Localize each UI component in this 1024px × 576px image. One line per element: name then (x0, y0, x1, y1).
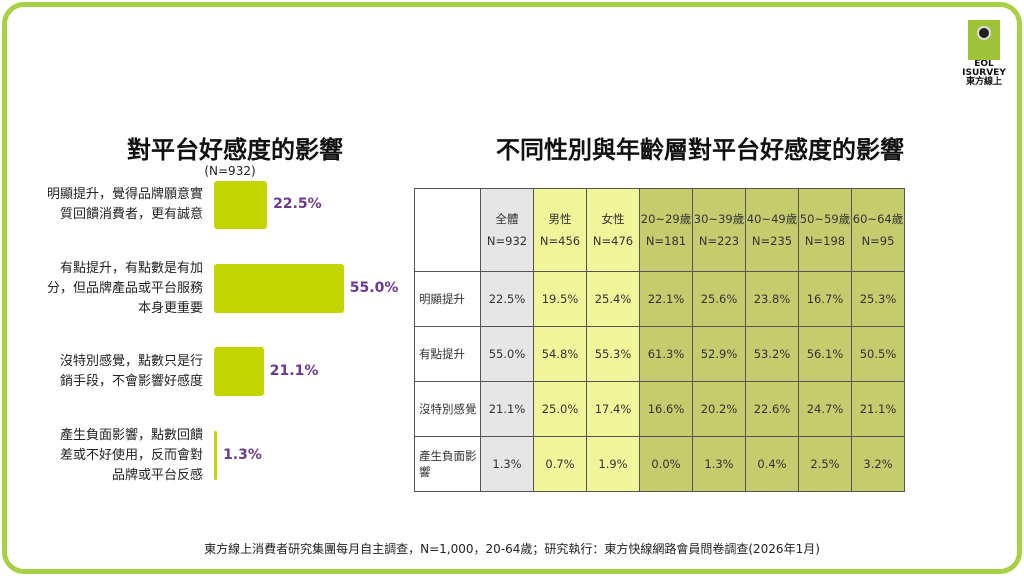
column-header: 50~59歲 N=198 (798, 188, 852, 272)
column-name: 女性 (601, 212, 625, 226)
column-n: N=95 (861, 234, 895, 248)
table-cell: 0.4% (745, 436, 799, 492)
table-cell: 2.5% (798, 436, 852, 492)
eol-isurvey-logo: EOL ISURVEY 東方線上 (955, 20, 1013, 87)
value-label: 22.5% (273, 196, 322, 212)
column-name: 60~64歲 (852, 212, 904, 226)
corner-cell (414, 188, 481, 272)
table-cell: 17.4% (586, 381, 640, 437)
table-cell: 20.2% (692, 381, 746, 437)
table-cell: 25.6% (692, 271, 746, 327)
column-header: 60~64歲 N=95 (851, 188, 905, 272)
row-label: 有點提升 (414, 326, 481, 382)
bar (214, 431, 218, 480)
table-cell: 1.9% (586, 436, 640, 492)
table-cell: 23.8% (745, 271, 799, 327)
logo-text: 東方線上 (965, 77, 1002, 87)
category-label: 有點提升，有點數是有加 分，但品牌產品或平台服務 本身更重要 (46, 260, 203, 316)
column-header: 40~49歲 N=235 (745, 188, 799, 272)
table-cell: 55.3% (586, 326, 640, 382)
column-header: 20~29歲 N=181 (639, 188, 693, 272)
column-header: 女性 N=476 (586, 188, 640, 272)
bar (214, 347, 264, 396)
table-title: 不同性別與年齡層對平台好感度的影響 (496, 136, 904, 164)
table-cell: 21.1% (851, 381, 905, 437)
table-cell: 0.0% (639, 436, 693, 492)
table-row: 產生負面影響 1.3% 0.7% 1.9% 0.0% 1.3% 0.4% 2.5% 3.2% (414, 436, 905, 492)
row-label: 沒特別感覺 (414, 381, 481, 437)
column-n: N=476 (592, 234, 634, 248)
table-cell: 25.3% (851, 271, 905, 327)
table-cell: 3.2% (851, 436, 905, 492)
table-cell: 61.3% (639, 326, 693, 382)
table-cell: 22.5% (480, 271, 534, 327)
column-name: 20~29歲 (640, 212, 692, 226)
table-cell: 22.6% (745, 381, 799, 437)
table-cell: 19.5% (533, 271, 587, 327)
footer-source: 東方線上消費者研究集團每月自主調查，N=1,000，20-64歲；研究執行：東方… (204, 542, 820, 556)
table-cell: 56.1% (798, 326, 852, 382)
table-cell: 53.2% (745, 326, 799, 382)
chart-title: 對平台好感度的影響 (127, 136, 343, 164)
table-row: 明顯提升 22.5% 19.5% 25.4% 22.1% 25.6% 23.8% 16.7% 2… (414, 271, 905, 327)
table-cell: 50.5% (851, 326, 905, 382)
logo-text: ISURVEY (962, 68, 1006, 78)
value-label: 1.3% (223, 446, 262, 463)
eye-logo-icon (968, 20, 1000, 60)
value-label: 21.1% (269, 362, 319, 379)
column-name: 男性 (548, 212, 572, 226)
table-cell: 21.1% (480, 381, 534, 437)
column-n: N=223 (698, 234, 740, 248)
table-row: 有點提升 55.0% 54.8% 55.3% 61.3% 52.9% 53.2% 56.1% 5… (414, 326, 905, 382)
table-cell: 16.6% (639, 381, 693, 437)
bar (214, 181, 268, 229)
column-name: 40~49歲 (746, 212, 798, 226)
table-cell: 55.0% (480, 326, 534, 382)
column-name: 30~39歲 (693, 212, 745, 226)
table-header-row: 全體 N=932 男性 N=456 女性 N=476 20~29歲 N=181 30~39歲 N=… (414, 188, 905, 272)
category-label: 沒特別感覺，點數只是行 銷手段，不會影響好感度 (59, 353, 203, 389)
row-label: 明顯提升 (414, 271, 481, 327)
column-n: N=198 (804, 234, 846, 248)
crosstab-table: 全體 N=932 男性 N=456 女性 N=476 20~29歲 N=181 30~39歲 N=… (414, 188, 905, 492)
column-name: 全體 (495, 212, 519, 226)
table-cell: 1.3% (480, 436, 534, 492)
column-header: 男性 N=456 (533, 188, 587, 272)
column-n: N=181 (645, 234, 687, 248)
table-cell: 24.7% (798, 381, 852, 437)
table-cell: 25.4% (586, 271, 640, 327)
column-header: 全體 N=932 (480, 188, 534, 272)
column-n: N=932 (486, 234, 528, 248)
logo-text: EOL (974, 59, 994, 69)
category-label: 產生負面影響，點數回饋 差或不好使用，反而會對 品牌或平台反感 (59, 427, 203, 483)
chart-subtitle: (N=932) (204, 164, 256, 178)
table-cell: 0.7% (533, 436, 587, 492)
table-cell: 1.3% (692, 436, 746, 492)
category-label: 明顯提升，覺得品牌願意實 質回饋消費者，更有誠意 (46, 187, 203, 222)
table-cell: 54.8% (533, 326, 587, 382)
row-label: 產生負面影響 (414, 436, 481, 492)
table-cell: 52.9% (692, 326, 746, 382)
bar (214, 264, 344, 313)
value-label: 55.0% (349, 279, 399, 296)
column-name: 50~59歲 (799, 212, 851, 226)
column-n: N=456 (539, 234, 581, 248)
table-cell: 16.7% (798, 271, 852, 327)
table-cell: 22.1% (639, 271, 693, 327)
column-n: N=235 (751, 234, 793, 248)
column-header: 30~39歲 N=223 (692, 188, 746, 272)
table-cell: 25.0% (533, 381, 587, 437)
table-row: 沒特別感覺 21.1% 25.0% 17.4% 16.6% 20.2% 22.6% 24.7%… (414, 381, 905, 437)
